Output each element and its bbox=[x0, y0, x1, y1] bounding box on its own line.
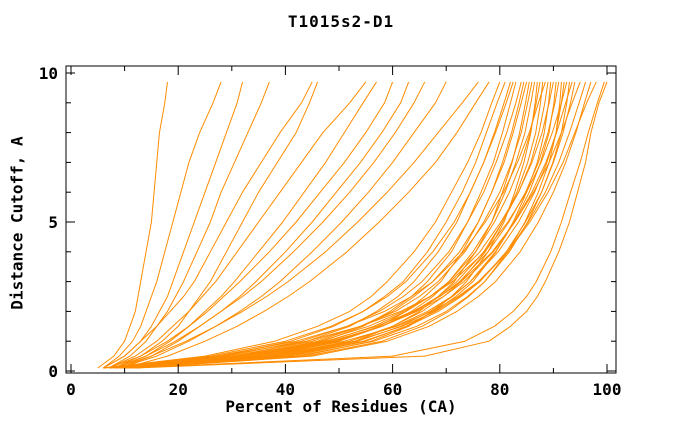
model-curve bbox=[108, 81, 522, 369]
plot-border bbox=[65, 65, 617, 374]
model-curve bbox=[119, 81, 549, 369]
model-curve bbox=[108, 81, 394, 369]
model-curve bbox=[113, 81, 597, 369]
model-curve bbox=[103, 81, 568, 369]
model-curve bbox=[113, 81, 573, 369]
model-curve bbox=[124, 81, 557, 369]
x-tick-label: 60 bbox=[383, 380, 402, 399]
model-curve bbox=[135, 81, 562, 369]
model-curve bbox=[124, 81, 490, 369]
model-curve bbox=[103, 81, 514, 369]
model-curve bbox=[108, 81, 554, 369]
model-curve bbox=[113, 81, 319, 369]
y-tick-label: 0 bbox=[48, 362, 58, 381]
model-curve bbox=[102, 81, 313, 369]
model-curve bbox=[124, 81, 525, 369]
model-curve bbox=[119, 81, 410, 369]
y-tick-label: 5 bbox=[48, 213, 58, 232]
model-curve bbox=[103, 81, 501, 369]
model-curve bbox=[108, 81, 506, 369]
model-curve bbox=[108, 81, 270, 369]
model-curve bbox=[135, 81, 608, 369]
model-curve bbox=[119, 81, 536, 369]
model-curve bbox=[113, 81, 377, 369]
x-tick-label: 40 bbox=[276, 380, 295, 399]
model-curve bbox=[97, 81, 168, 369]
x-tick-label: 0 bbox=[66, 380, 76, 399]
model-curve bbox=[135, 81, 592, 369]
model-curve bbox=[129, 81, 605, 369]
model-curve bbox=[113, 81, 528, 369]
model-curve bbox=[113, 81, 511, 369]
model-curve bbox=[129, 81, 570, 369]
y-tick-label: 10 bbox=[39, 64, 58, 83]
model-curve bbox=[103, 81, 546, 369]
model-curve bbox=[113, 81, 560, 369]
model-curve bbox=[102, 81, 244, 369]
model-curve bbox=[108, 81, 367, 369]
model-curve bbox=[113, 81, 541, 369]
x-tick-label: 100 bbox=[593, 380, 622, 399]
x-tick-label: 80 bbox=[490, 380, 509, 399]
model-curve bbox=[119, 81, 447, 369]
chart-title: T1015s2-D1 bbox=[287, 12, 395, 31]
model-curve bbox=[108, 81, 581, 369]
model-curve bbox=[113, 81, 479, 369]
model-curve bbox=[108, 81, 533, 369]
x-tick-label: 20 bbox=[169, 380, 188, 399]
x-axis-title: Percent of Residues (CA) bbox=[225, 397, 457, 416]
model-curve bbox=[102, 81, 222, 369]
model-curve bbox=[113, 81, 426, 369]
